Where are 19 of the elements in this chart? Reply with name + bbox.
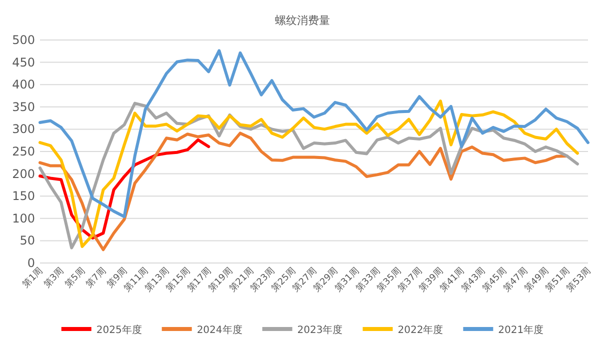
y-tick-label: 0: [27, 256, 35, 270]
y-tick-label: 150: [12, 189, 35, 204]
y-tick-label: 100: [12, 211, 35, 226]
y-tick-label: 500: [12, 33, 35, 47]
line-series: [38, 132, 568, 252]
y-tick-label: 400: [12, 78, 35, 92]
legend-label: 2023年度: [297, 324, 343, 336]
y-tick-label: 50: [20, 234, 35, 248]
y-tick-label: 250: [12, 144, 35, 158]
y-tick-label: 450: [12, 55, 35, 70]
legend-label: 2021年度: [498, 324, 544, 336]
y-tick-label: 200: [12, 166, 35, 181]
line-series: [38, 49, 590, 218]
y-tick-label: 300: [12, 122, 35, 136]
legend-label: 2024年度: [196, 324, 242, 336]
y-tick-label: 350: [12, 100, 35, 114]
legend-label: 2022年度: [398, 324, 444, 336]
legend-label: 2025年度: [96, 324, 142, 336]
chart-title: 螺纹消费量: [275, 14, 330, 27]
